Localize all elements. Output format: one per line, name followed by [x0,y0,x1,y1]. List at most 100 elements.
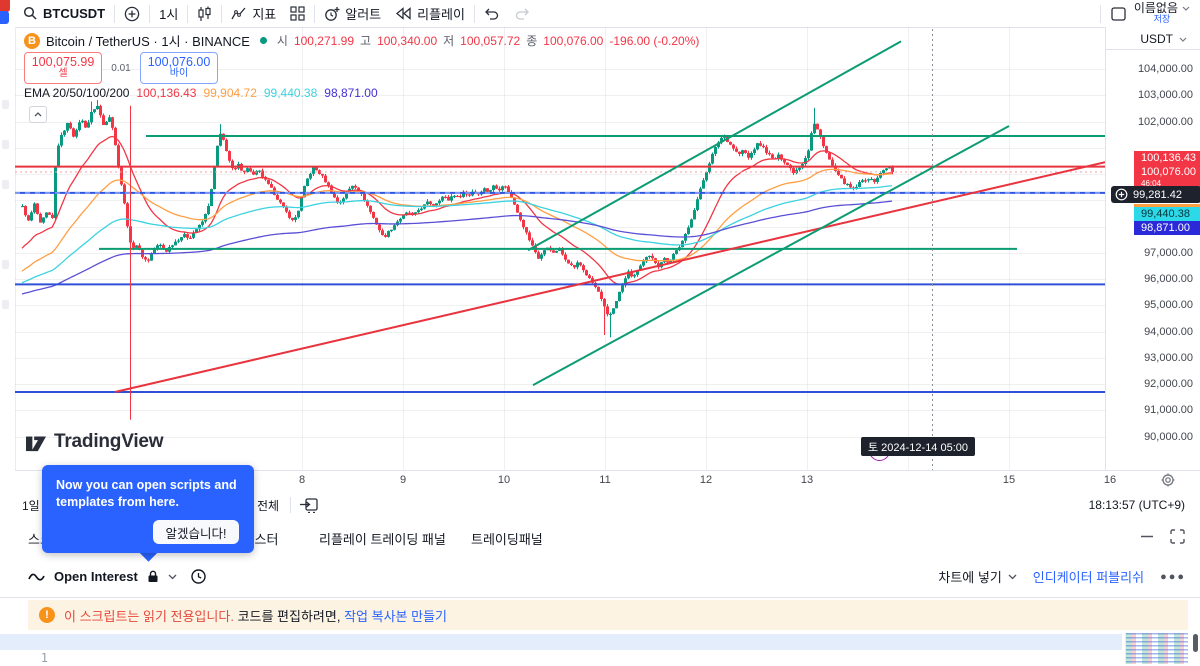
save-button[interactable]: 저장 [1153,13,1171,24]
close-value: 100,076.00 [543,33,604,48]
warning-icon: ! [39,607,55,623]
code-minimap[interactable] [1125,633,1188,664]
open-label: 시 [276,34,288,48]
price-tick: 94,000.00 [1144,325,1193,338]
symbol-label: BTCUSDT [43,6,106,21]
popup-message: Now you can open scripts and templates fr… [56,478,237,509]
ema20-price-label: 100,136.43 [1134,151,1200,165]
price-tick: 90,000.00 [1144,430,1193,443]
add-to-chart-button[interactable]: 차트에 넣기 [938,567,1017,586]
price-tick: 104,000.00 [1137,63,1193,75]
bar-countdown-label: 46:04 [1134,179,1200,188]
time-tick: 9 [399,474,407,486]
legend-title: Bitcoin / TetherUS · 1시 · BINANCE [46,34,250,49]
layout-panel-icon[interactable] [1111,6,1126,21]
low-label: 저 [443,34,455,48]
more-options-button[interactable]: ●●● [1160,570,1186,583]
high-value: 100,340.00 [377,33,438,48]
alert-price-value: 99,281.42 [1133,188,1182,201]
circle-plus-icon[interactable] [1115,188,1128,201]
time-tick: 13 [800,474,814,486]
history-clock-icon[interactable] [190,568,207,585]
sell-button[interactable]: 100,075.99 셀 [24,52,102,84]
alert-button[interactable]: 알러트 [317,0,388,27]
chevron-down-icon [1008,574,1017,579]
pine-editor-header: Open Interest 차트에 넣기 인디케이터 퍼블리쉬 ●●● [0,557,1200,598]
range-all-button[interactable]: 전체 [257,498,280,513]
btc-symbol-icon: B [24,32,40,49]
add-to-chart-label: 차트에 넣기 [938,570,1002,585]
indicators-icon [231,7,247,21]
pine-code-editor[interactable]: 1 //@version=5 2 indicator("Open Interes… [0,632,1200,666]
time-tick: 12 [699,474,713,486]
legend-collapse-button[interactable] [29,106,47,123]
price-tick: 103,000.00 [1137,89,1193,102]
chevron-up-icon [34,112,42,117]
chart-canvas[interactable] [15,27,1105,470]
sell-price: 100,075.99 [31,55,95,70]
tab-replay-trading-panel[interactable]: 리플레이 트레이딩 패널 [319,532,446,547]
price-tick: 92,000.00 [1144,378,1193,391]
layout-name-label: 이름없음 [1133,0,1178,15]
interval-label: 1시 [159,7,179,22]
currency-label: USDT [1140,32,1173,46]
low-value: 100,057.72 [460,33,521,48]
indicators-button[interactable]: 지표 [224,0,283,27]
last-price-label: 100,076.00 [1134,165,1200,179]
publish-indicator-button[interactable]: 인디케이터 퍼블리쉬 [1032,570,1145,585]
panel-minimize-icon[interactable] [1141,535,1153,538]
lock-icon [147,570,159,583]
tradingview-logo-icon [25,432,47,452]
undo-button[interactable] [477,0,507,27]
compare-add-button[interactable] [117,0,147,27]
indicator-templates-button[interactable] [283,0,312,27]
currency-dropdown[interactable]: USDT [1106,29,1200,50]
line-number: 1 [40,651,48,665]
time-tick: 11 [599,474,611,486]
time-axis[interactable]: 8 9 10 11 12 13 15 16 [15,470,1200,491]
replay-button[interactable]: 리플레이 [388,0,472,27]
redo-button[interactable] [507,0,537,27]
panel-maximize-icon[interactable] [1170,529,1185,544]
undo-icon [484,7,500,21]
chevron-down-icon [1179,37,1187,42]
interval-button[interactable]: 1시 [152,0,185,27]
code-scrollbar[interactable] [1193,634,1198,652]
chart-legend[interactable]: B Bitcoin / TetherUS · 1시 · BINANCE 시 100… [24,31,699,50]
script-title[interactable]: Open Interest [54,569,138,584]
alert-price-label[interactable]: 99,281.42 [1111,186,1200,203]
chevron-down-icon [1182,6,1190,11]
buy-button[interactable]: 100,076.00 바이 [140,52,218,84]
code-line-2[interactable]: 2 indicator("Open Interest", "OI", forma… [0,650,1122,666]
symbol-search-button[interactable]: BTCUSDT [16,0,112,27]
scripts-hint-popup: Now you can open scripts and templates fr… [42,465,254,553]
order-panel: 100,075.99 셀 0.01 100,076.00 바이 [24,52,218,84]
range-1d-button[interactable]: 1일 [22,498,40,513]
change-value: -196.00 (-0.20%) [609,33,700,48]
market-open-dot-icon [259,37,267,44]
goto-date-button[interactable] [300,490,318,520]
search-icon [23,6,38,21]
layout-save-group[interactable]: 이름없음 저장 [1133,0,1190,25]
close-label: 종 [526,34,538,48]
price-tick: 96,000.00 [1144,273,1193,286]
chart-style-button[interactable] [190,0,219,27]
popup-ok-button[interactable]: 알겠습니다! [153,520,239,544]
redo-icon [514,7,530,21]
price-axis[interactable]: USDT 104,000.00 103,000.00 102,000.00 97,00… [1105,27,1200,470]
code-line-1[interactable]: 1 //@version=5 [0,634,1122,665]
sell-label: 셀 [58,68,68,80]
drawing-toolbar-strip[interactable] [0,27,16,520]
tab-trading-panel[interactable]: 트레이딩패널 [471,532,543,547]
utc-clock-label[interactable]: 18:13:57 (UTC+9) [1088,498,1185,512]
time-tick: 8 [298,474,306,486]
ema100-value: 99,440.38 [263,86,318,100]
readonly-warning-bar: ! 이 스크립트는 읽기 전용입니다. 코드를 편집하려면, 작업 복사본 만들… [28,600,1188,630]
ema-indicator-legend[interactable]: EMA 20/50/100/200 100,136.43 99,904.72 9… [24,86,378,100]
script-menu-chevron-icon[interactable] [168,574,177,580]
candlestick-icon [197,6,212,22]
make-working-copy-link[interactable]: 작업 복사본 만들기 [344,608,447,624]
axis-settings-gear-icon[interactable] [1161,473,1175,487]
high-label: 고 [360,34,372,48]
ema50-value: 99,904.72 [203,86,257,100]
